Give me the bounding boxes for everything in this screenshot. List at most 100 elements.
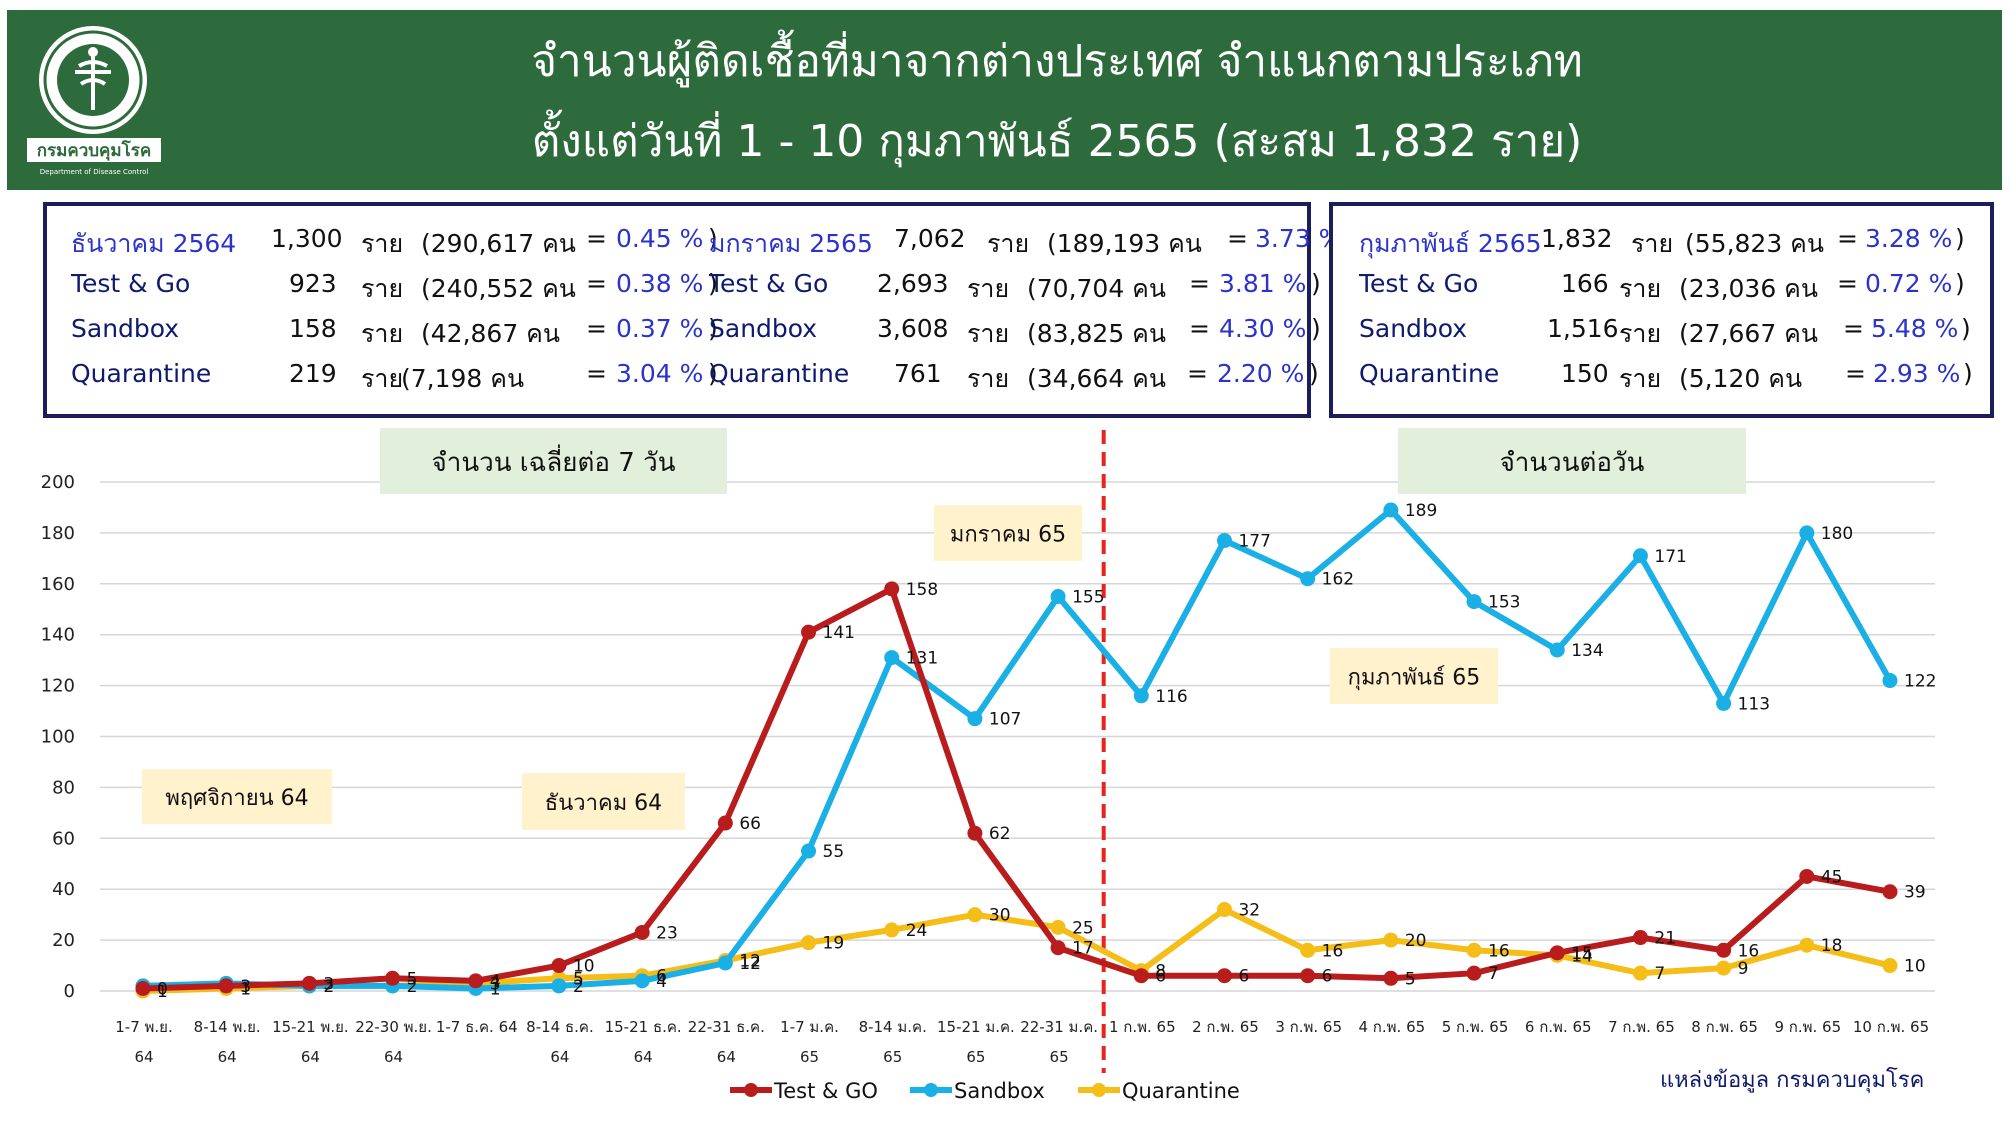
- data-point-test-go: [1383, 970, 1399, 986]
- x-tick-label: 9 ก.พ. 65: [1774, 1018, 1841, 1036]
- legend-swatch-marker: [744, 1083, 758, 1097]
- data-label-test-go: 21: [1654, 929, 1676, 949]
- data-point-test-go: [1133, 968, 1149, 984]
- title-line-1: จำนวนผู้ติดเชื้อที่มาจากต่างประเทศ จำแนก…: [531, 36, 1583, 87]
- annotation-nov-box: [142, 769, 332, 824]
- data-point-sandbox: [634, 973, 650, 989]
- data-label-sandbox: 2: [573, 977, 584, 997]
- data-label-sandbox: 12: [739, 954, 761, 974]
- data-point-test-go: [218, 978, 234, 994]
- x-tick-label: 1-7 ธ.ค. 64: [436, 1018, 518, 1036]
- data-point-quarantine: [1383, 932, 1399, 948]
- x-tick-label-line2: 64: [218, 1048, 237, 1066]
- data-label-sandbox: 131: [906, 649, 938, 669]
- department-of-disease-control-logo: กรมควบคุมโรค Department of Disease Contr…: [27, 26, 161, 176]
- x-tick-label: 15-21 ธ.ค.: [605, 1018, 682, 1036]
- stat-close: ): [1311, 314, 1321, 343]
- data-point-sandbox: [884, 650, 900, 666]
- legend-swatch-marker: [924, 1083, 938, 1097]
- data-label-sandbox: 180: [1821, 524, 1853, 544]
- data-label-quarantine: 5: [573, 969, 584, 989]
- x-tick-label-line2: 64: [384, 1048, 403, 1066]
- data-label-test-go: 62: [989, 824, 1011, 844]
- stat-count: 2,693: [877, 269, 949, 298]
- stat-pop: (42,867 คน: [421, 319, 560, 348]
- stat-close: ): [1955, 269, 1965, 298]
- data-point-sandbox: [801, 843, 817, 859]
- data-point-quarantine: [801, 935, 817, 951]
- stat-unit: ราย: [1619, 274, 1662, 303]
- stat-eq: =: [1189, 269, 1210, 298]
- data-label-quarantine: 20: [1405, 931, 1427, 951]
- stat-pop: (83,825 คน: [1027, 319, 1166, 348]
- stat-count: 761: [894, 359, 942, 388]
- data-label-test-go: 5: [1405, 969, 1416, 989]
- data-label-quarantine: 16: [1488, 941, 1510, 961]
- data-label-sandbox: 162: [1322, 570, 1354, 590]
- data-label-test-go: 66: [739, 814, 761, 834]
- y-tick-label: 120: [41, 676, 75, 697]
- data-label-test-go: 23: [656, 923, 678, 943]
- stat-unit: ราย: [1619, 319, 1662, 348]
- x-tick-label: 15-21 พ.ย.: [272, 1018, 349, 1036]
- stat-pct: 3.81 %: [1219, 269, 1307, 298]
- stat-unit: ราย: [361, 319, 404, 348]
- stat-unit: ราย: [967, 319, 1010, 348]
- data-label-sandbox: 122: [1904, 672, 1936, 692]
- annotation-avg-text: จำนวน เฉลี่ยต่อ 7 วัน: [432, 444, 676, 478]
- data-point-quarantine: [1882, 958, 1898, 974]
- stat-pct: 3.28 %: [1865, 224, 1953, 253]
- stat-label: ธันวาคม 2564: [71, 229, 237, 258]
- data-label-quarantine: 2: [323, 977, 334, 997]
- data-point-test-go: [801, 624, 817, 640]
- data-point-sandbox: [1632, 548, 1648, 564]
- annotation-jan-text: มกราคม 65: [950, 522, 1066, 547]
- data-label-test-go: 39: [1904, 883, 1926, 903]
- data-label-test-go: 158: [906, 580, 938, 600]
- data-label-test-go: 10: [573, 957, 595, 977]
- data-label-test-go: 4: [490, 972, 501, 992]
- data-point-quarantine: [884, 922, 900, 938]
- data-label-sandbox: 116: [1155, 687, 1187, 707]
- x-tick-label: 22-31 ธ.ค.: [688, 1018, 765, 1036]
- x-tick-label-line2: 64: [717, 1048, 736, 1066]
- stat-label: Quarantine: [709, 359, 850, 388]
- stat-close: ): [708, 269, 718, 298]
- data-label-test-go: 5: [407, 969, 418, 989]
- logo-text: กรมควบคุมโรค: [37, 140, 152, 161]
- title-line-2: ตั้งแต่วันที่ 1 - 10 กุมภาพันธ์ 2565 (สะ…: [531, 116, 1583, 167]
- annotation-jan-box: [934, 505, 1082, 561]
- stat-count: 3,608: [877, 314, 949, 343]
- data-point-quarantine: [1466, 942, 1482, 958]
- data-label-test-go: 15: [1571, 944, 1593, 964]
- data-label-test-go: 17: [1072, 939, 1094, 959]
- data-label-quarantine: 14: [1571, 946, 1593, 966]
- x-tick-label: 6 ก.พ. 65: [1525, 1018, 1592, 1036]
- stat-eq: =: [1189, 314, 1210, 343]
- data-label-test-go: 6: [1155, 967, 1166, 987]
- data-point-test-go: [884, 581, 900, 597]
- stat-pct: 0.72 %: [1865, 269, 1953, 298]
- x-tick-label: 8-14 ธ.ค.: [526, 1018, 594, 1036]
- data-point-test-go: [1549, 945, 1565, 961]
- data-label-quarantine: 8: [1155, 962, 1166, 982]
- data-point-test-go: [385, 970, 401, 986]
- data-point-test-go: [1300, 968, 1316, 984]
- stat-eq: =: [1837, 269, 1858, 298]
- stat-pop: (70,704 คน: [1027, 274, 1166, 303]
- stat-close: ): [1309, 359, 1319, 388]
- legend-swatch-marker: [1092, 1083, 1106, 1097]
- stat-pop: (27,667 คน: [1679, 319, 1818, 348]
- stat-count: 1,516: [1547, 314, 1619, 343]
- data-label-sandbox: 4: [656, 972, 667, 992]
- stat-eq: =: [1845, 359, 1866, 388]
- stat-close: ): [708, 314, 718, 343]
- stat-unit: ราย: [361, 274, 404, 303]
- data-point-test-go: [717, 815, 733, 831]
- annotation-daily-text: จำนวนต่อวัน: [1500, 448, 1645, 478]
- data-label-quarantine: 18: [1821, 936, 1843, 956]
- legend-label: Quarantine: [1122, 1079, 1240, 1103]
- annotation-avg-box: [380, 428, 727, 494]
- stat-unit: ราย: [967, 364, 1010, 393]
- data-point-test-go: [1466, 965, 1482, 981]
